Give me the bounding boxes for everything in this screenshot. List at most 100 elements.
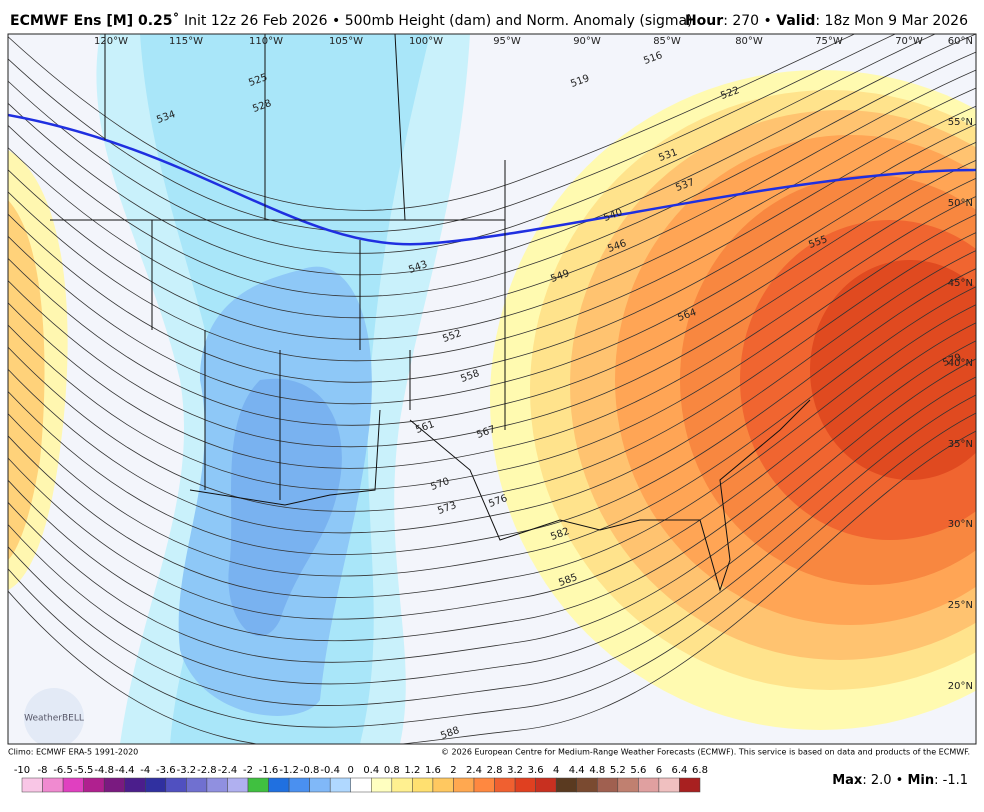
longitude-label: 75°W [815,36,843,47]
latitude-label: 60°N [948,36,973,47]
colorbar-swatch [145,777,167,793]
map-frame [7,33,977,745]
colorbar-label: -0.8 [300,765,320,776]
hour-label: Hour [685,13,723,29]
colorbar-swatch [494,777,516,793]
colorbar-label: 2.4 [466,765,482,776]
contour-line [8,105,976,362]
colorbar-label: -1.2 [279,765,299,776]
longitude-label: 90°W [573,36,601,47]
contour-line [8,358,976,663]
colorbar-label: -1.6 [259,765,279,776]
colorbar-label: -2.4 [218,765,238,776]
colorbar-swatch [576,777,598,793]
colorbar-label: 4.8 [589,765,605,776]
colorbar-swatch [350,777,372,793]
colorbar-swatch [391,777,413,793]
min-value: : -1.1 [934,773,968,788]
longitude-label: 95°W [493,36,521,47]
title: ECMWF Ens [M] 0.25˚ Init 12z 26 Feb 2026… [10,12,693,29]
contour-line [8,123,976,383]
colorbar-swatch [473,777,495,793]
valid-label: Valid [776,13,815,29]
min-label: Min [907,773,934,788]
latitude-label: 30°N [948,519,973,530]
title-text: ECMWF Ens [M] 0.25˚ [10,12,180,29]
colorbar-label: -4.8 [94,765,114,776]
contour-line [8,412,976,728]
colorbar-swatch [412,777,434,793]
contour-line [8,159,976,426]
colorbar-label: 3.6 [528,765,544,776]
latitude-label: 20°N [948,681,973,692]
contour-line [8,250,976,534]
colorbar-label: 6 [656,765,662,776]
colorbar-swatch [62,777,84,793]
longitude-label: 70°W [895,36,923,47]
colorbar-swatch [227,777,249,793]
climo-note: Climo: ECMWF ERA-5 1991-2020 [8,748,138,757]
colorbar-label: -4.4 [115,765,135,776]
contour-line [8,87,976,340]
colorbar-swatch [83,777,105,793]
height-contours [8,34,976,744]
contour-line [8,177,976,448]
colorbar-label: 0.4 [363,765,379,776]
colorbar-label: -2.8 [197,765,217,776]
contour-line [8,304,976,599]
contour-line [8,141,976,405]
colorbar-label: 6.4 [672,765,688,776]
colorbar-label: -6.5 [53,765,73,776]
colorbar-swatch [42,777,64,793]
valid-info: Hour: 270 • Valid: 18z Mon 9 Mar 2026 [685,13,968,29]
contour-line [8,51,976,297]
colorbar-swatch [597,777,619,793]
contour-line [8,34,937,254]
colorbar-label: 0 [348,765,354,776]
colorbar-swatch [535,777,557,793]
contour-line [8,430,976,744]
colorbar-swatch [206,777,228,793]
colorbar-label: 5.2 [610,765,626,776]
subtitle: Init 12z 26 Feb 2026 • 500mb Height (dam… [184,13,693,29]
valid-value: : 18z Mon 9 Mar 2026 [815,13,968,29]
colorbar-label: 3.2 [507,765,523,776]
colorbar-swatch [288,777,310,793]
logo-badge [24,688,84,744]
colorbar-swatch [268,777,290,793]
colorbar-swatch [638,777,660,793]
colorbar: -10 -8 -6.5 -5.5 -4.8 -4.4 -4 -3.6 -3.2 -2.8 -2.4-… [14,765,708,793]
colorbar-label: 6.8 [692,765,708,776]
longitude-label: 110°W [249,36,283,47]
colorbar-swatch [453,777,475,793]
contour-line [8,34,856,211]
contour-line [8,196,976,469]
colorbar-label: -2 [243,765,253,776]
contour-line [8,286,976,577]
colorbar-label: 1.2 [404,765,420,776]
contour-line [8,394,976,706]
colorbar-swatch [679,777,701,793]
longitude-label: 100°W [409,36,443,47]
colorbar-swatch [124,777,146,793]
colorbar-swatch [186,777,208,793]
colorbar-swatch [247,777,269,793]
contour-line [8,322,976,620]
contour-line [8,376,976,685]
colorbar-label: 0.8 [384,765,400,776]
copyright: © 2026 European Centre for Medium-Range … [441,748,970,757]
hour-value: : 270 • [723,13,772,29]
longitude-label: 105°W [329,36,363,47]
latitude-label: 55°N [948,117,973,128]
colorbar-swatch [555,777,577,793]
max-value: : 2.0 • [862,773,903,788]
longitude-label: 80°W [735,36,763,47]
colorbar-label: 2.8 [487,765,503,776]
colorbar-label: 4.4 [569,765,585,776]
colorbar-swatch [432,777,454,793]
contour-line [8,214,976,491]
colorbar-label: 1.6 [425,765,441,776]
colorbar-swatch [514,777,536,793]
colorbar-label: -3.2 [177,765,197,776]
